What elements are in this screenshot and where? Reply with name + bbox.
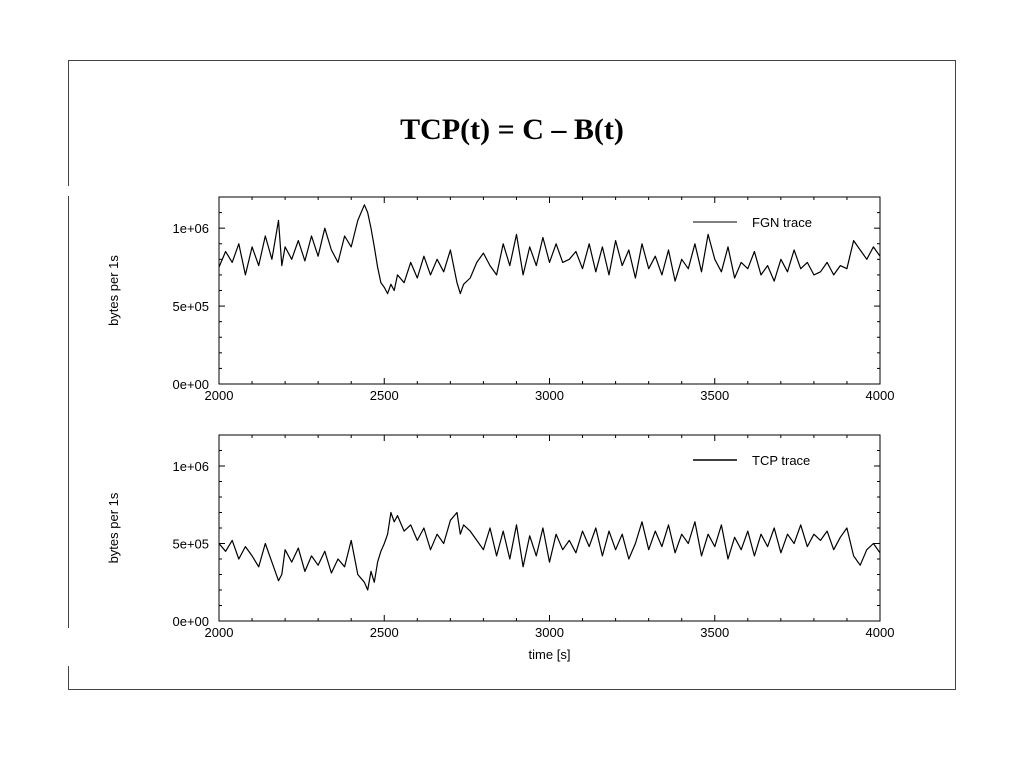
x-tick-label: 4000 [866, 388, 895, 403]
x-tick-label: 2000 [205, 388, 234, 403]
y-tick-label: 0e+00 [172, 614, 209, 629]
y-tick-label: 5e+05 [172, 299, 209, 314]
slide-frame [68, 60, 956, 690]
y-axis-label: bytes per 1s [106, 255, 121, 326]
chart-panel-2: 2000 2500 3000 3500 4000 0e+00 5e+05 1e+06 bytes… [106, 434, 895, 662]
y-tick-label: 1e+06 [172, 221, 209, 236]
y-tick-label: 5e+05 [172, 537, 209, 552]
series-line-1 [218, 204, 881, 295]
x-tick-label: 3000 [535, 625, 564, 640]
x-axis-label: time [s] [529, 647, 571, 662]
x-tick-label: 2500 [370, 388, 399, 403]
slide-title: TCP(t) = C – B(t) [400, 113, 624, 146]
x-tick-label: 3000 [535, 388, 564, 403]
frame-gap-top [66, 186, 70, 196]
legend-label: FGN trace [752, 215, 812, 230]
x-tick-label: 4000 [866, 625, 895, 640]
x-tick-label: 3500 [700, 625, 729, 640]
x-tick-label: 3500 [700, 388, 729, 403]
chart-panel-1: 2000 2500 3000 3500 4000 0e+00 5e+05 1e+06 bytes… [106, 196, 895, 403]
y-axis-label: bytes per 1s [106, 492, 121, 563]
x-tick-label: 2500 [370, 625, 399, 640]
y-tick-label: 1e+06 [172, 459, 209, 474]
frame-gap-bottom [66, 628, 70, 666]
legend-label: TCP trace [752, 453, 810, 468]
y-tick-label: 0e+00 [172, 377, 209, 392]
x-tick-label: 2000 [205, 625, 234, 640]
series-line-1 [218, 511, 881, 591]
